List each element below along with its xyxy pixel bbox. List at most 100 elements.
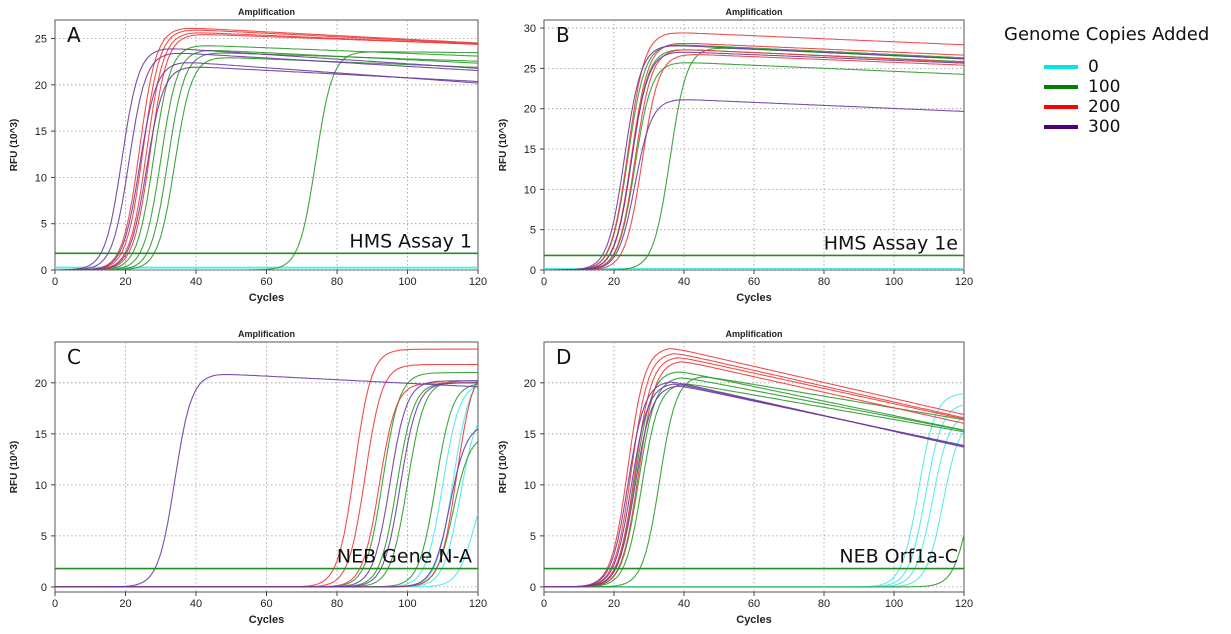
x-tick-label: 0 <box>52 598 58 610</box>
x-tick-label: 60 <box>748 276 760 288</box>
chart-panel-d: Amplification 0 20 40 60 80 100 120 0 5 10 15 20 Cycl… <box>498 329 973 626</box>
series-line-200 <box>55 29 478 270</box>
legend-label-100: 100 <box>1088 77 1121 97</box>
x-tick-label: 20 <box>119 276 131 288</box>
series-line-100 <box>55 45 478 270</box>
x-tick-label: 80 <box>331 276 343 288</box>
panel-letter: B <box>556 23 570 47</box>
series-line-200 <box>544 348 964 588</box>
x-tick-label: 100 <box>885 276 903 288</box>
x-tick-label: 120 <box>955 598 973 610</box>
series-line-100 <box>544 44 964 270</box>
y-tick-label: 20 <box>524 104 536 116</box>
x-tick-label: 0 <box>541 276 547 288</box>
x-axis-label: Cycles <box>736 292 771 304</box>
chart-panel-b: Amplification 0 20 40 60 80 100 120 0 5 10 15 20 25 30… <box>498 7 973 304</box>
x-tick-label: 0 <box>541 598 547 610</box>
legend-swatch-0 <box>1044 65 1078 69</box>
x-tick-label: 80 <box>818 276 830 288</box>
series-line-300 <box>544 385 964 588</box>
y-axis-label: RFU (10^3) <box>498 119 509 172</box>
series-line-100 <box>544 383 964 588</box>
series-line-200 <box>55 34 478 270</box>
y-tick-label: 20 <box>35 378 47 390</box>
legend-swatch-200 <box>1044 105 1078 109</box>
x-tick-label: 20 <box>608 276 620 288</box>
series-line-200 <box>544 357 964 588</box>
y-tick-label: 0 <box>530 582 536 594</box>
y-tick-label: 0 <box>41 582 47 594</box>
x-tick-label: 100 <box>398 598 416 610</box>
legend-label-300: 300 <box>1088 117 1121 137</box>
y-tick-label: 5 <box>41 531 47 543</box>
x-tick-label: 40 <box>190 598 202 610</box>
series-line-200 <box>544 32 964 270</box>
y-axis-label: RFU (10^3) <box>9 119 20 172</box>
x-axis-label: Cycles <box>736 614 771 626</box>
panel-letter: D <box>556 345 571 369</box>
chart-panel-c: Amplification 0 20 40 60 80 100 120 0 5 10 15 20 Cycl… <box>9 329 487 626</box>
x-tick-label: 80 <box>331 598 343 610</box>
series-line-100 <box>55 50 478 270</box>
y-tick-label: 0 <box>41 265 47 277</box>
y-tick-label: 20 <box>35 80 47 92</box>
chart-title: Amplification <box>238 7 295 17</box>
chart-panel-a: Amplification 0 20 40 60 80 100 120 0 5 10 15 20 25 Cy… <box>9 7 487 304</box>
chart-title: Amplification <box>238 329 295 339</box>
y-tick-label: 0 <box>530 265 536 277</box>
assay-label: NEB Orf1a-C <box>839 546 958 568</box>
legend-item-100: 100 <box>1044 77 1231 97</box>
series-group <box>544 348 964 588</box>
series-line-200 <box>55 27 478 270</box>
x-tick-label: 60 <box>260 276 272 288</box>
y-tick-label: 25 <box>35 34 47 46</box>
y-tick-label: 5 <box>530 531 536 543</box>
chart-title: Amplification <box>725 329 782 339</box>
series-group <box>55 348 478 588</box>
series-line-100 <box>544 534 964 588</box>
legend: Genome Copies Added 0 100 200 300 <box>1004 24 1231 137</box>
y-axis-label: RFU (10^3) <box>9 441 20 494</box>
series-line-300 <box>55 374 478 588</box>
x-tick-label: 80 <box>818 598 830 610</box>
y-tick-label: 10 <box>524 480 536 492</box>
series-line-200 <box>544 49 964 270</box>
y-tick-label: 5 <box>530 225 536 237</box>
y-tick-label: 15 <box>35 126 47 138</box>
y-tick-label: 20 <box>524 378 536 390</box>
y-tick-label: 15 <box>35 429 47 441</box>
legend-title: Genome Copies Added <box>1004 24 1210 45</box>
series-line-300 <box>55 66 478 270</box>
x-tick-label: 100 <box>885 598 903 610</box>
y-tick-label: 10 <box>524 184 536 196</box>
x-tick-label: 40 <box>678 598 690 610</box>
y-tick-label: 5 <box>41 219 47 231</box>
x-tick-label: 60 <box>748 598 760 610</box>
series-line-300 <box>55 52 478 270</box>
legend-swatch-300 <box>1044 125 1078 129</box>
x-tick-label: 120 <box>469 276 487 288</box>
series-line-100 <box>55 57 478 270</box>
y-tick-label: 15 <box>524 429 536 441</box>
y-axis-label: RFU (10^3) <box>498 441 509 494</box>
legend-label-200: 200 <box>1088 97 1121 117</box>
series-line-100 <box>55 51 478 270</box>
legend-item-300: 300 <box>1044 117 1231 137</box>
x-tick-label: 40 <box>190 276 202 288</box>
series-line-200 <box>544 361 964 588</box>
x-tick-label: 40 <box>678 276 690 288</box>
series-line-300 <box>55 48 478 270</box>
legend-swatch-100 <box>1044 85 1078 89</box>
x-tick-label: 20 <box>608 598 620 610</box>
y-tick-label: 10 <box>35 172 47 184</box>
y-tick-label: 10 <box>35 480 47 492</box>
assay-label: HMS Assay 1 <box>349 230 472 252</box>
panel-letter: A <box>67 23 81 47</box>
y-tick-label: 30 <box>524 23 536 35</box>
x-axis-label: Cycles <box>249 614 284 626</box>
assay-label: NEB Gene N-A <box>337 546 472 568</box>
series-line-200 <box>544 54 964 270</box>
series-line-200 <box>544 353 964 588</box>
x-tick-label: 0 <box>52 276 58 288</box>
